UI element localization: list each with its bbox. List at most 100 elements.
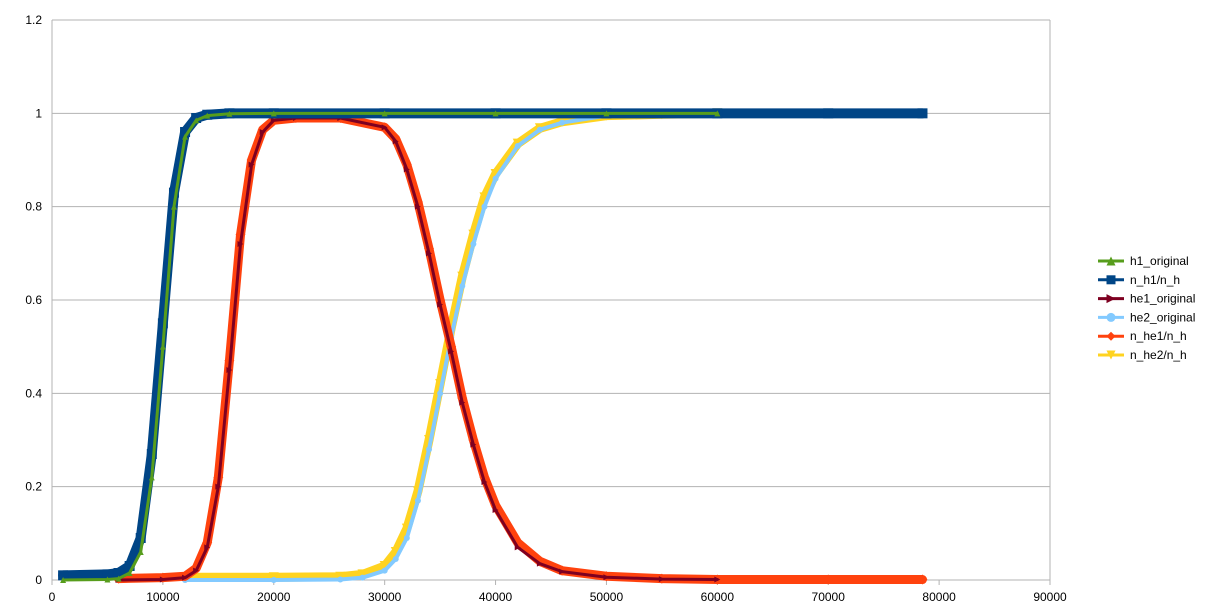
- x-tick-label: 80000: [922, 590, 956, 604]
- data-point: [448, 348, 455, 355]
- data-point: [102, 569, 113, 580]
- x-tick-label: 70000: [812, 590, 846, 604]
- y-tick-label: 0.8: [25, 200, 42, 214]
- data-point: [180, 127, 191, 137]
- data-point: [157, 318, 168, 329]
- data-point: [215, 483, 222, 490]
- data-point: [917, 108, 928, 119]
- data-point: [714, 110, 721, 117]
- data-point: [124, 561, 135, 571]
- data-point: [559, 568, 566, 575]
- data-point: [381, 110, 388, 117]
- data-point: [437, 301, 444, 308]
- legend-item: n_he2/n_h: [1098, 348, 1187, 362]
- legend-label: he2_original: [1130, 310, 1195, 324]
- data-point: [270, 117, 277, 124]
- legend-marker: [1106, 312, 1116, 322]
- data-point: [182, 574, 189, 581]
- data-point: [357, 569, 368, 580]
- x-tick-label: 10000: [146, 590, 180, 604]
- legend: h1_original n_h1/n_h he1_original he2_origi…: [1098, 254, 1195, 362]
- legend-item: he1_original: [1098, 292, 1195, 306]
- data-point: [514, 143, 521, 149]
- data-point: [714, 576, 721, 583]
- data-point: [426, 250, 433, 257]
- data-point: [135, 533, 146, 543]
- data-point: [403, 166, 410, 173]
- data-point: [104, 576, 111, 583]
- data-point: [603, 110, 610, 117]
- data-point: [823, 574, 834, 585]
- data-point: [559, 119, 566, 126]
- data-point: [492, 507, 499, 513]
- data-point: [536, 560, 543, 567]
- x-tick-label: 0: [49, 590, 56, 604]
- data-point: [182, 133, 189, 140]
- data-point: [403, 535, 410, 541]
- data-point: [426, 446, 433, 453]
- data-point: [226, 110, 233, 117]
- data-point: [414, 203, 421, 210]
- data-point: [658, 576, 665, 583]
- data-point: [204, 544, 211, 551]
- data-point: [481, 203, 488, 210]
- data-point: [126, 570, 133, 576]
- data-point: [392, 138, 399, 145]
- series-he1-original: [115, 115, 721, 583]
- y-tick-label: 0.4: [25, 386, 42, 400]
- data-point: [823, 108, 834, 119]
- legend-item: n_he1/n_h: [1098, 329, 1187, 343]
- data-point: [159, 343, 166, 350]
- y-tick-label: 0.6: [25, 293, 42, 307]
- data-point: [414, 497, 421, 504]
- series-line: [114, 113, 927, 585]
- data-point: [470, 241, 477, 247]
- data-point: [159, 576, 166, 583]
- series-line: [117, 116, 719, 582]
- x-tick-label: 60000: [701, 590, 735, 604]
- legend-label: n_h1/n_h: [1130, 273, 1180, 287]
- legend-marker: [1106, 275, 1116, 285]
- legend-label: n_he2/n_h: [1130, 348, 1187, 362]
- gridlines: [52, 19, 1050, 581]
- y-tick-label: 0: [35, 573, 42, 587]
- legend-marker: [1106, 294, 1116, 304]
- series-n-he1-n-h: [113, 113, 928, 585]
- data-point: [113, 568, 124, 578]
- axes: 0 0.2 0.4 0.6 0.8 1 1.2 0 10000 20000 30000 40000 50…: [25, 13, 1067, 604]
- data-point: [479, 192, 490, 203]
- data-point: [337, 576, 344, 583]
- data-point: [137, 549, 144, 555]
- x-tick-label: 40000: [479, 590, 513, 604]
- data-point: [226, 367, 233, 373]
- data-point: [381, 567, 388, 574]
- data-point: [148, 474, 155, 481]
- y-tick-label: 1: [35, 106, 42, 120]
- legend-marker: [1106, 256, 1116, 266]
- data-point: [437, 390, 444, 397]
- data-point: [492, 110, 499, 117]
- data-point: [270, 110, 277, 117]
- data-point: [193, 117, 200, 124]
- series-h1-original: [60, 110, 721, 583]
- legend-label: he1_original: [1130, 292, 1195, 306]
- data-point: [58, 570, 69, 581]
- data-point: [492, 175, 499, 182]
- y-tick-label: 1.2: [25, 13, 42, 27]
- data-point: [359, 574, 366, 581]
- data-point: [259, 129, 266, 135]
- data-point: [381, 124, 388, 131]
- data-point: [390, 547, 401, 557]
- y-tick-label: 0.2: [25, 480, 42, 494]
- data-point: [204, 112, 211, 119]
- data-point: [237, 241, 244, 247]
- data-point: [379, 561, 390, 571]
- data-point: [481, 479, 488, 485]
- data-point: [60, 577, 67, 583]
- legend-marker: [1106, 331, 1116, 341]
- legend-item: n_h1/n_h: [1098, 273, 1180, 287]
- data-point: [168, 187, 179, 198]
- data-point: [193, 567, 200, 574]
- data-point: [459, 283, 466, 289]
- data-point: [514, 544, 521, 551]
